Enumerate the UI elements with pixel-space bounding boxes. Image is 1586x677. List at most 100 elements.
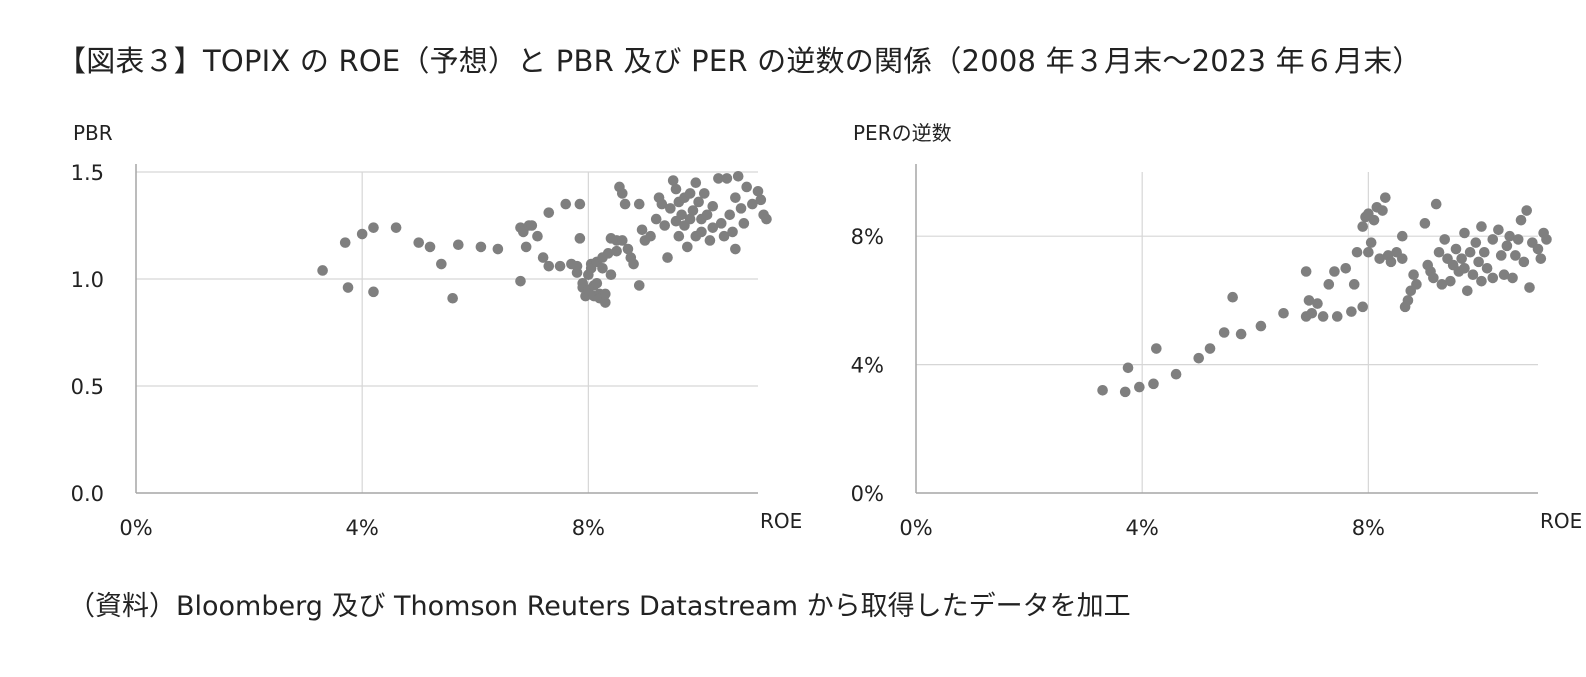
data-point	[693, 196, 704, 208]
data-point	[1487, 234, 1499, 245]
data-point	[1357, 221, 1369, 232]
data-point	[670, 183, 682, 195]
data-point	[701, 209, 713, 221]
data-point	[574, 198, 586, 210]
data-point	[1363, 246, 1374, 258]
data-point	[1476, 221, 1487, 232]
data-point	[571, 260, 583, 272]
data-point	[368, 286, 379, 298]
data-point	[1512, 234, 1524, 245]
data-point	[368, 222, 379, 233]
data-point	[1436, 279, 1448, 290]
data-point	[1365, 237, 1377, 248]
data-point	[1504, 230, 1516, 242]
x-axis-label: ROE	[1540, 509, 1582, 533]
data-point	[1456, 253, 1467, 264]
data-point	[554, 260, 566, 272]
data-point	[1119, 386, 1131, 398]
data-point	[1518, 256, 1530, 268]
data-point	[1501, 240, 1513, 252]
data-point	[605, 269, 617, 281]
data-point	[1464, 246, 1476, 258]
data-point	[1510, 250, 1521, 261]
data-point	[1170, 368, 1182, 380]
data-point	[673, 230, 685, 242]
source-note: （資料）Bloomberg 及び Thomson Reuters Datastr…	[68, 591, 1131, 622]
pbr-chart-svg: 0.0 0.5 1.0 1.5 0% 4% 8% PBR ROE	[71, 121, 803, 540]
data-point	[1151, 343, 1162, 354]
pbr-scatter-chart: 0.0 0.5 1.0 1.5 0% 4% 8% PBR ROE	[0, 110, 803, 560]
data-point	[413, 237, 425, 248]
data-point	[1377, 205, 1388, 216]
data-point	[1507, 272, 1518, 284]
data-point	[1317, 311, 1329, 322]
data-point	[1227, 291, 1238, 303]
data-point	[1134, 381, 1145, 393]
data-point	[1439, 234, 1450, 245]
x-tick-label: 0%	[119, 516, 152, 540]
data-point	[1445, 275, 1456, 287]
data-point	[665, 203, 676, 214]
data-point	[659, 220, 670, 231]
data-point	[390, 222, 402, 233]
data-point	[633, 280, 645, 291]
data-point	[532, 230, 543, 242]
x-tick-label: 4%	[1126, 516, 1159, 540]
data-point	[696, 226, 707, 238]
data-point	[600, 297, 611, 308]
data-point	[662, 252, 673, 263]
data-point	[1331, 311, 1343, 322]
data-point	[1303, 295, 1315, 306]
data-point	[1368, 214, 1380, 226]
data-point	[1428, 272, 1439, 284]
data-point	[730, 192, 741, 203]
data-point	[543, 260, 555, 272]
data-point	[1476, 275, 1487, 287]
data-point	[1495, 250, 1507, 261]
data-point	[1419, 218, 1431, 229]
y-axis-label: PERの逆数	[853, 121, 952, 145]
per-inverse-scatter-chart: 0% 4% 8% 0% 4% 8% PERの逆数 ROE	[780, 110, 1583, 560]
data-point	[1351, 246, 1363, 258]
data-point	[682, 241, 693, 253]
x-tick-label: 0%	[899, 516, 932, 540]
data-point	[453, 239, 464, 251]
data-point	[684, 188, 696, 199]
data-point	[1385, 256, 1397, 268]
y-tick-label: 0.0	[71, 482, 104, 506]
data-point	[574, 233, 586, 244]
data-point	[1323, 279, 1335, 290]
data-point	[1524, 282, 1535, 293]
data-point	[1430, 198, 1442, 210]
data-point	[1408, 269, 1419, 281]
data-point	[1348, 279, 1360, 290]
data-point	[1541, 234, 1552, 245]
data-point	[1396, 230, 1408, 242]
x-tick-label: 4%	[346, 516, 379, 540]
data-point	[1521, 205, 1532, 216]
data-point	[602, 248, 614, 259]
data-point	[436, 258, 447, 270]
data-point	[687, 205, 699, 216]
data-point	[560, 198, 572, 210]
data-point	[1396, 253, 1408, 264]
data-point	[1346, 306, 1357, 317]
data-point	[520, 241, 532, 253]
data-point	[317, 265, 328, 276]
data-point	[747, 198, 758, 210]
data-point	[1218, 327, 1230, 338]
data-point	[684, 213, 696, 225]
data-point	[515, 275, 526, 287]
data-point	[656, 198, 668, 210]
data-point	[735, 203, 747, 214]
data-point	[1459, 263, 1470, 274]
data-point	[633, 198, 645, 210]
y-axis-label: PBR	[73, 121, 113, 145]
data-point	[619, 198, 631, 210]
data-point	[1255, 320, 1267, 332]
y-tick-label: 0.5	[71, 375, 104, 399]
y-tick-label: 1.0	[71, 268, 104, 292]
data-point	[713, 173, 724, 184]
data-point	[698, 188, 710, 199]
data-point	[1462, 285, 1473, 297]
